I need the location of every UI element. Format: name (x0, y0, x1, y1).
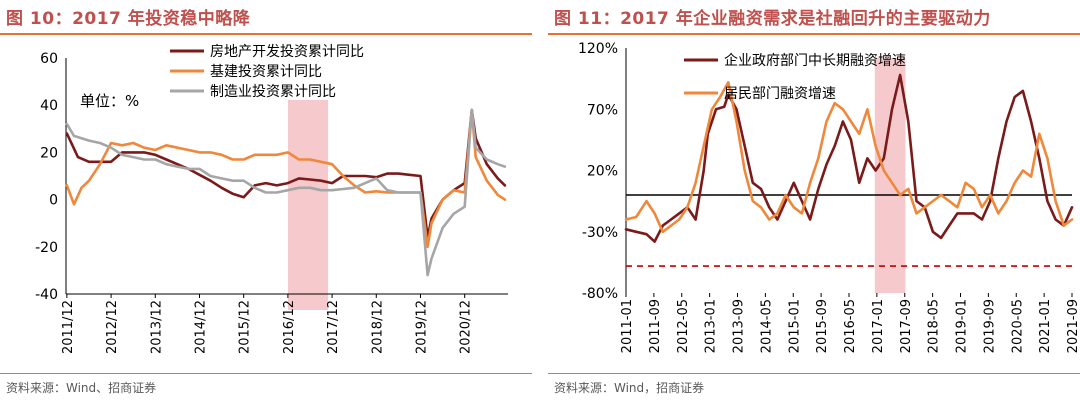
right-chart: 120% 70% 20% -30% -80%2011-01 2011-09 2012-05 2… (578, 41, 1080, 353)
x-tick-label: 2019-09 (982, 299, 997, 353)
left-chart-title: 图 10：2017 年投资稳中略降 (6, 9, 251, 29)
left-source-note: 资料来源：Wind、招商证券 (6, 381, 157, 395)
left-panel: 图 10：2017 年投资稳中略降 60 40 20 0 -20 -40 2011/12 20… (0, 0, 532, 401)
x-tick-label: 2021-01 (1038, 299, 1053, 353)
y-tick-label: 20% (587, 164, 618, 180)
y-tick-label: 0 (49, 193, 58, 209)
y-tick-label: 70% (587, 102, 618, 118)
y-tick-label: -20 (35, 240, 58, 256)
x-tick-label: 2012-05 (676, 299, 691, 353)
x-tick-label: 2019-01 (955, 299, 970, 353)
legend-label-2: 基建投资累计同比 (210, 63, 322, 80)
series-line-2 (65, 108, 507, 249)
x-tick-label: 2011-09 (648, 299, 663, 353)
x-tick-label: 2019/12 (414, 300, 429, 354)
y-tick-label: -30% (582, 225, 618, 241)
y-tick-label: -40 (35, 287, 58, 303)
legend-label-3: 制造业投资累计同比 (210, 84, 336, 100)
series-line-2 (624, 80, 1074, 234)
x-tick-label: 2017-01 (871, 299, 886, 353)
x-tick-label: 2013-01 (704, 299, 719, 353)
x-tick-label: 2018-05 (927, 299, 942, 353)
series-line-1 (65, 108, 507, 239)
x-tick-label: 2017/12 (326, 300, 341, 354)
x-tick-label: 2020/12 (459, 300, 474, 354)
x-tick-label: 2020-05 (1010, 299, 1025, 353)
shaded-period (287, 100, 329, 310)
x-tick-label: 2012/12 (105, 300, 120, 354)
x-tick-label: 2015-09 (815, 299, 830, 353)
y-tick-label: 120% (578, 41, 618, 57)
x-tick-label: 2014/12 (193, 300, 208, 354)
right-bottom-rule (548, 373, 1080, 374)
right-source-note: 资料来源：Wind，招商证券 (554, 381, 705, 395)
x-tick-label: 2016-05 (843, 299, 858, 353)
x-tick-label: 2013/12 (149, 300, 164, 354)
x-tick-label: 2016/12 (282, 300, 297, 354)
right-top-rule (548, 33, 1080, 35)
unit-annotation: 单位：% (80, 92, 139, 110)
legend-label-2: 居民部门融资增速 (724, 86, 836, 102)
x-tick-label: 2013-09 (732, 299, 747, 353)
right-chart-title: 图 11：2017 年企业融资需求是社融回升的主要驱动力 (554, 9, 991, 29)
y-tick-label: 20 (40, 145, 58, 161)
right-panel: 图 11：2017 年企业融资需求是社融回升的主要驱动力 120% 70% 20% -… (548, 0, 1080, 401)
legend-label-1: 企业政府部门中长期融资增速 (724, 52, 906, 69)
x-tick-label: 2014-05 (759, 299, 774, 353)
left-bottom-rule (0, 373, 532, 374)
series-line-1 (624, 73, 1074, 243)
shaded-period (874, 58, 906, 293)
x-tick-label: 2015-01 (787, 299, 802, 353)
x-tick-label: 2021-09 (1066, 299, 1080, 353)
x-tick-label: 2018/12 (370, 300, 385, 354)
x-tick-label: 2017-09 (899, 299, 914, 353)
series-line-3 (65, 108, 507, 277)
x-tick-label: 2011-01 (620, 299, 635, 353)
y-tick-label: 40 (40, 98, 58, 114)
x-tick-label: 2015/12 (238, 300, 253, 354)
y-tick-label: -80% (582, 286, 618, 302)
left-top-rule (0, 33, 532, 35)
legend-label-1: 房地产开发投资累计同比 (210, 44, 364, 60)
x-tick-label: 2011/12 (61, 300, 76, 354)
y-tick-label: 60 (40, 51, 58, 67)
